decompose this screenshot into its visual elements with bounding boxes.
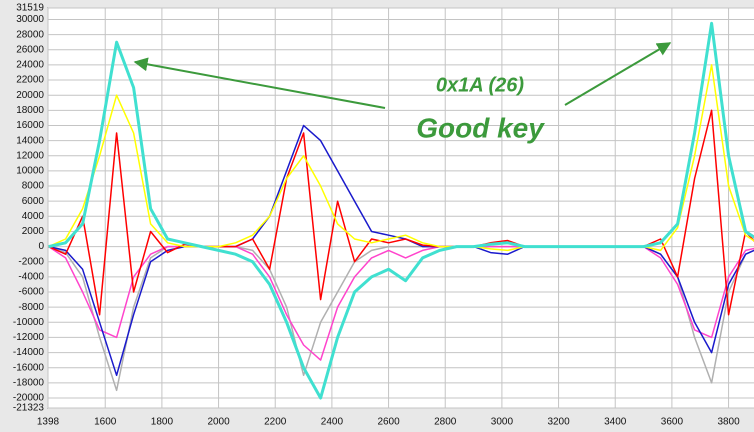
x-tick-label: 2600 (377, 417, 400, 428)
y-tick-label: 2000 (22, 226, 45, 237)
y-tick-label: 20000 (16, 90, 44, 101)
x-tick-label: 3000 (491, 417, 514, 428)
x-tick-label: 2400 (321, 417, 344, 428)
labels: -21323-20000-18000-16000-14000-12000-100… (13, 3, 740, 428)
series-line (48, 64, 754, 252)
y-tick-label: 4000 (22, 211, 45, 222)
y-tick-label: -18000 (13, 377, 45, 388)
annotation: Good key (416, 112, 545, 143)
y-tick-label: -21323 (13, 403, 45, 414)
y-tick-label: 16000 (16, 120, 44, 131)
x-tick-label: 3400 (604, 417, 627, 428)
x-tick-label: 3200 (547, 417, 570, 428)
x-tick-label: 1800 (151, 417, 174, 428)
y-tick-label: 31519 (16, 3, 44, 14)
y-tick-label: 0 (38, 241, 44, 252)
series-line (48, 109, 754, 316)
y-tick-label: 8000 (22, 181, 45, 192)
y-tick-label: -8000 (18, 302, 44, 313)
x-tick-label: 3800 (717, 417, 740, 428)
x-tick-label: 2200 (264, 417, 287, 428)
x-tick-label: 1600 (94, 417, 117, 428)
arrow (564, 42, 672, 106)
y-tick-label: -2000 (18, 256, 44, 267)
y-tick-label: 14000 (16, 135, 44, 146)
arrow (133, 57, 386, 109)
series-group (48, 21, 754, 400)
y-tick-label: 10000 (16, 166, 44, 177)
y-tick-label: 30000 (16, 14, 44, 25)
series-line (48, 21, 754, 400)
y-tick-label: 24000 (16, 60, 44, 71)
plot-area (47, 7, 754, 409)
y-tick-label: -20000 (13, 393, 45, 404)
y-tick-label: -16000 (13, 362, 45, 373)
y-tick-label: 18000 (16, 105, 44, 116)
y-tick-label: 28000 (16, 29, 44, 40)
y-tick-label: 12000 (16, 150, 44, 161)
series-line (48, 245, 754, 361)
x-tick-label: 2800 (434, 417, 457, 428)
annotation: 0x1A (26) (436, 74, 525, 96)
x-tick-label: 3600 (661, 417, 684, 428)
x-tick-label: 2000 (207, 417, 230, 428)
x-tick-label: 1398 (37, 417, 60, 428)
y-tick-label: -14000 (13, 347, 45, 358)
y-tick-label: -10000 (13, 317, 45, 328)
y-tick-label: 22000 (16, 75, 44, 86)
y-tick-label: 26000 (16, 44, 44, 55)
y-tick-label: 6000 (22, 196, 45, 207)
y-tick-label: -12000 (13, 332, 45, 343)
y-tick-label: -6000 (18, 287, 44, 298)
y-tick-label: -4000 (18, 272, 44, 283)
